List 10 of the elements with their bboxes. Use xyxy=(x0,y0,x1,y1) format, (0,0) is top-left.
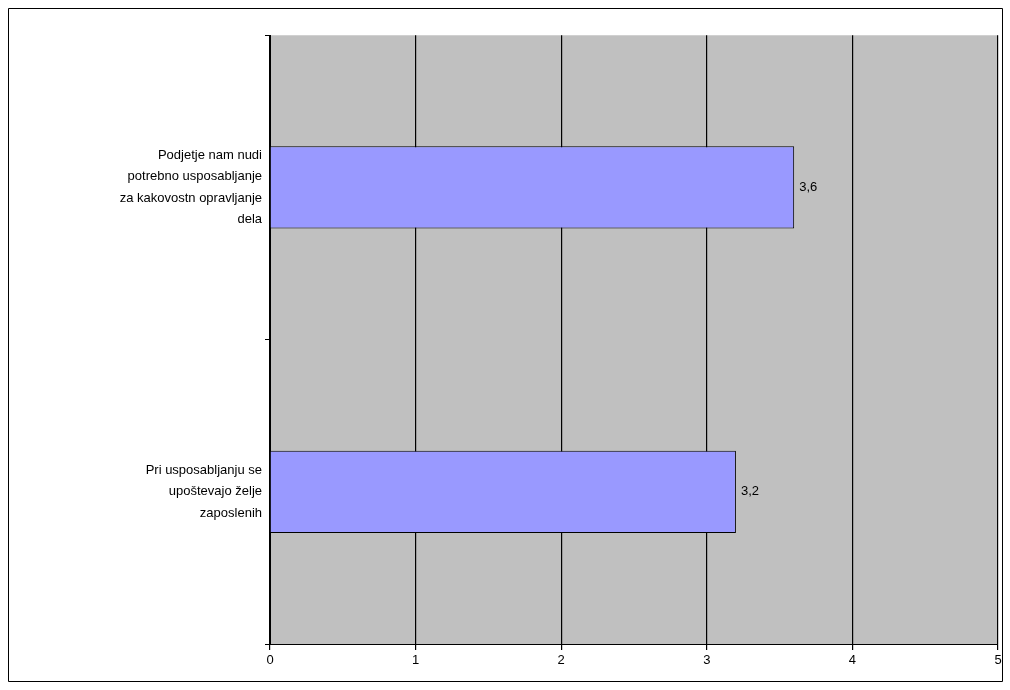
x-tick-label: 0 xyxy=(266,652,274,668)
data-label: 3,6 xyxy=(799,178,818,194)
y-tick-label: Podjetje nam nudi potrebno usposabljanje za kakovostn opravljanje dela xyxy=(119,146,263,227)
x-tick-label: 3 xyxy=(703,652,711,668)
y-tick-label: Pri usposabljanju se upoštevajo želje zaposlenih xyxy=(145,462,262,520)
data-label: 3,2 xyxy=(740,483,759,499)
x-tick-label: 2 xyxy=(557,652,565,668)
x-tick-label: 1 xyxy=(411,652,420,668)
x-tick-label: 4 xyxy=(848,652,857,668)
x-tick-label: 5 xyxy=(994,652,1002,668)
